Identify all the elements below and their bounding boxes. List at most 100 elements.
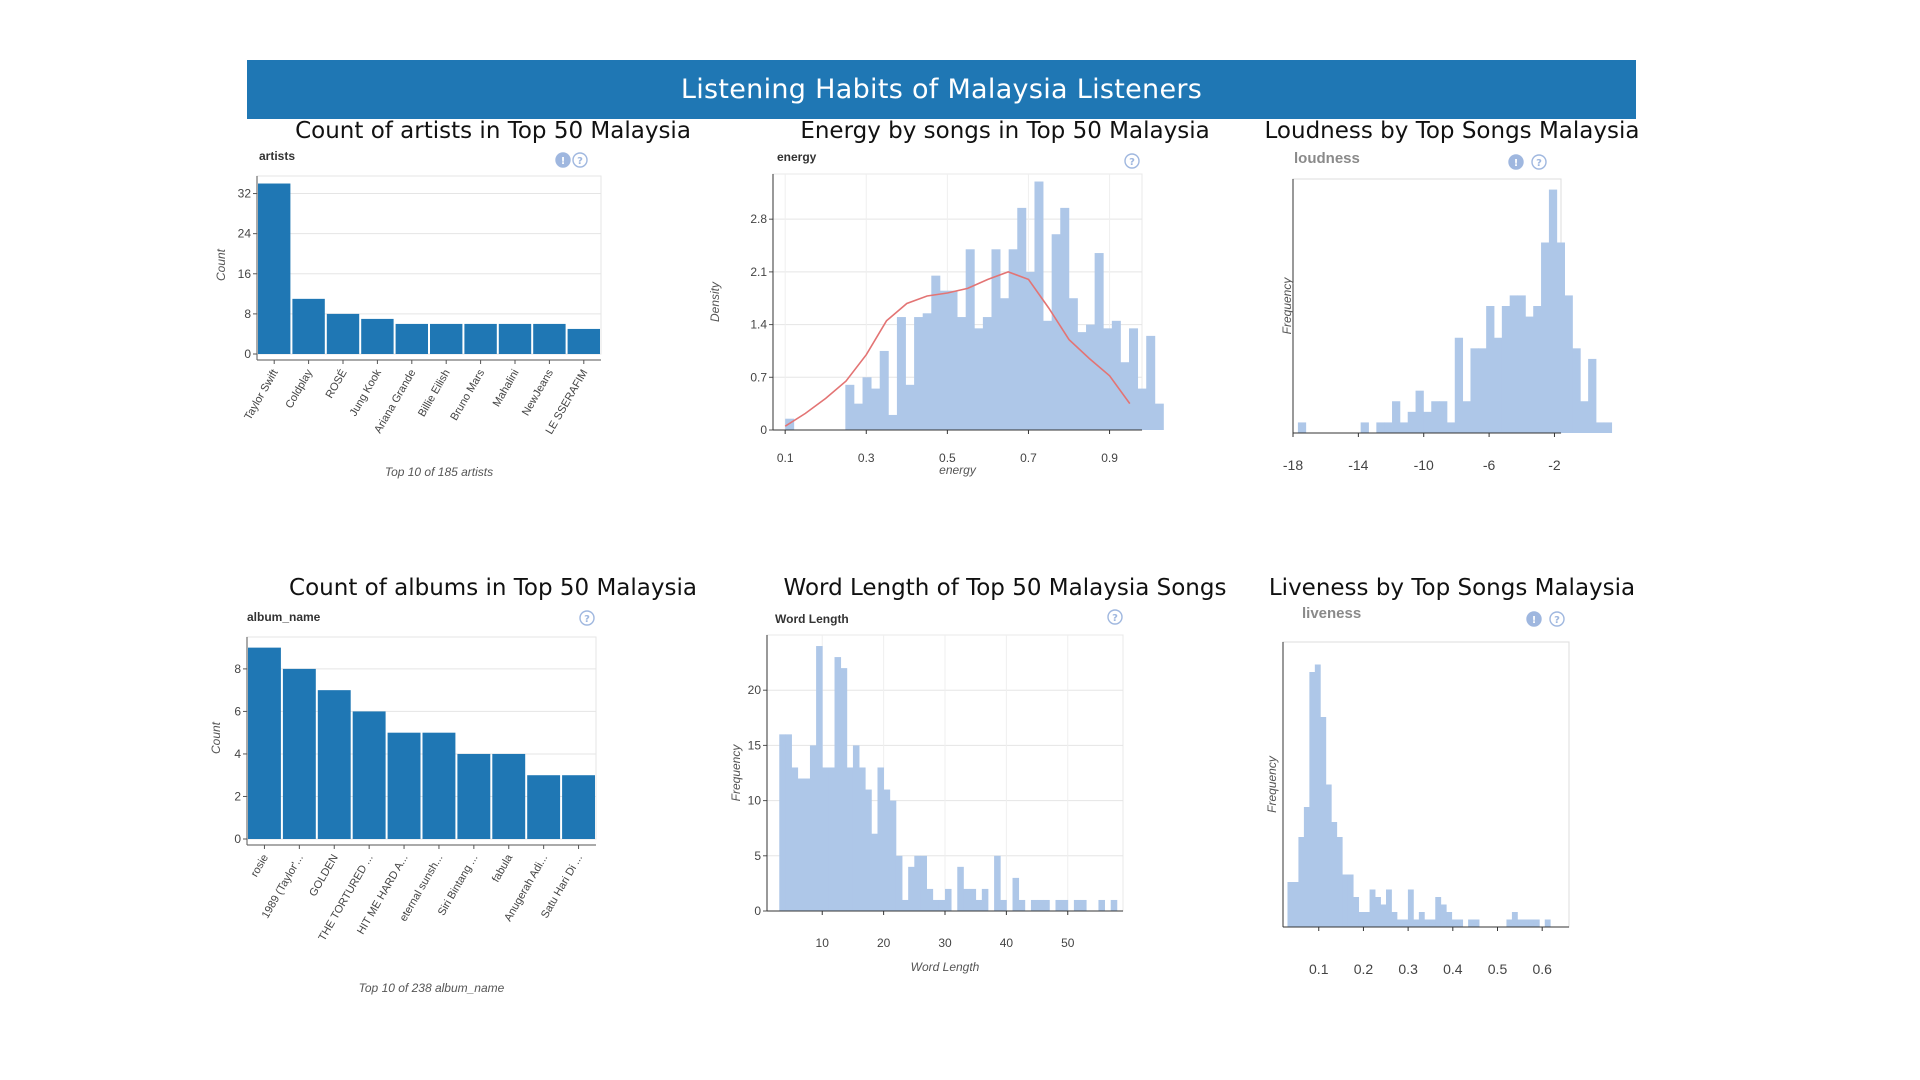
y-tick-label: 20 bbox=[748, 683, 762, 697]
x-tick-label: 0.6 bbox=[1532, 961, 1552, 977]
bar bbox=[326, 313, 360, 354]
histogram-bar bbox=[1309, 672, 1316, 927]
histogram-bar bbox=[1154, 403, 1164, 430]
liveness-histogram: liveness! ? 0.1 0.2 0.3 0.4 0.5 0.6 Frequency bbox=[1265, 605, 1570, 977]
bar bbox=[430, 323, 463, 354]
info-icon bbox=[1526, 611, 1542, 627]
bar bbox=[527, 775, 561, 839]
bar bbox=[248, 647, 281, 839]
histogram-bar bbox=[1342, 874, 1349, 927]
x-tick-label: Mahalini bbox=[491, 368, 522, 409]
info-icon bbox=[555, 152, 571, 168]
histogram-bar bbox=[957, 317, 967, 430]
histogram-bar bbox=[889, 800, 897, 911]
histogram-bar bbox=[938, 899, 946, 911]
histogram-bar bbox=[965, 249, 975, 430]
histogram-bar bbox=[828, 767, 835, 911]
histogram-bar bbox=[1086, 324, 1096, 430]
histogram-bar bbox=[1391, 912, 1398, 927]
histogram-bar bbox=[779, 734, 786, 911]
histogram-bar bbox=[939, 290, 949, 430]
histogram-bar bbox=[1314, 664, 1321, 927]
x-axis-label: energy bbox=[939, 463, 977, 477]
histogram-bar bbox=[1435, 897, 1442, 927]
help-icon bbox=[572, 152, 588, 168]
histogram-bar bbox=[1431, 401, 1440, 433]
x-tick-label: -10 bbox=[1414, 457, 1434, 473]
histogram-bar bbox=[922, 313, 932, 430]
histogram-bar bbox=[1336, 837, 1343, 927]
histogram-bar bbox=[895, 855, 903, 911]
bar bbox=[464, 323, 497, 354]
histogram-bar bbox=[1018, 899, 1026, 911]
help-icon-glyph: ? bbox=[1536, 158, 1542, 169]
artists-bar-chart: artists! ? 0 8 16 24 32 Taylor Swift Coldplay ROS… bbox=[214, 149, 602, 479]
histogram-bar bbox=[1012, 877, 1020, 911]
histogram-bar bbox=[1077, 332, 1087, 430]
help-icon bbox=[1124, 153, 1140, 169]
albums-count-panel: Count of albums in Top 50 Malaysia album… bbox=[209, 575, 739, 1035]
histogram-bar bbox=[1384, 422, 1393, 433]
histogram-bar bbox=[791, 767, 799, 911]
histogram-bar bbox=[862, 377, 872, 430]
histogram-bar bbox=[1360, 422, 1369, 433]
x-tick-label: rosie bbox=[249, 853, 271, 880]
histogram-bar bbox=[1544, 919, 1551, 927]
bar bbox=[317, 690, 351, 839]
histogram-bar bbox=[1468, 919, 1474, 927]
y-axis-label: Count bbox=[214, 248, 228, 281]
histogram-bar bbox=[1541, 242, 1550, 433]
histogram-bar bbox=[974, 328, 984, 430]
bar bbox=[361, 318, 394, 354]
histogram-bar bbox=[1462, 401, 1471, 433]
histogram-bar bbox=[914, 317, 924, 430]
x-tick-label: 0.5 bbox=[939, 451, 956, 465]
histogram-bar bbox=[982, 317, 992, 430]
histogram-bar bbox=[1364, 912, 1370, 927]
histogram-bar bbox=[1446, 422, 1456, 433]
bar bbox=[498, 323, 532, 354]
energy-panel: Energy by songs in Top 50 Malaysia energ… bbox=[708, 118, 1250, 563]
histogram-bar bbox=[1098, 899, 1105, 911]
chart-title: Count of albums in Top 50 Malaysia bbox=[289, 575, 697, 601]
histogram-bar bbox=[1528, 919, 1535, 927]
histogram-bar bbox=[1037, 899, 1044, 911]
x-tick-label: Coldplay bbox=[283, 367, 315, 411]
histogram-bar bbox=[931, 275, 941, 430]
histogram-bar bbox=[859, 767, 866, 911]
y-tick-label: 10 bbox=[748, 794, 762, 808]
y-tick-label: 0 bbox=[234, 832, 241, 846]
histogram-bar bbox=[1396, 919, 1403, 927]
x-tick-label: 30 bbox=[938, 936, 952, 950]
histogram-bar bbox=[1017, 207, 1027, 430]
histogram-bar bbox=[1454, 337, 1464, 433]
info-icon-glyph: ! bbox=[561, 156, 566, 167]
histogram-bar bbox=[888, 414, 898, 430]
x-tick-label: Bruno Mars bbox=[448, 367, 487, 423]
x-tick-label: 40 bbox=[1000, 936, 1014, 950]
histogram-bar bbox=[1353, 897, 1360, 927]
help-icon-glyph: ? bbox=[577, 156, 583, 167]
histogram-bar bbox=[1000, 298, 1010, 430]
x-tick-label: Billie Eilish bbox=[416, 368, 453, 420]
histogram-bar bbox=[1423, 411, 1432, 433]
dashboard-title: Listening Habits of Malaysia Listeners bbox=[680, 74, 1203, 105]
histogram-bar bbox=[1517, 919, 1524, 927]
histogram-bar bbox=[969, 888, 977, 911]
histogram-bar bbox=[1407, 411, 1416, 433]
histogram-bar bbox=[1478, 348, 1487, 433]
histogram-bar bbox=[1025, 271, 1035, 430]
x-tick-label: 0.2 bbox=[1354, 961, 1374, 977]
x-tick-label: Taylor Swift bbox=[242, 368, 281, 423]
x-tick-label: 0.3 bbox=[858, 451, 875, 465]
histogram-bar bbox=[1043, 320, 1053, 430]
chart-subtitle: liveness bbox=[1302, 605, 1361, 622]
chart-title: Word Length of Top 50 Malaysia Songs bbox=[783, 575, 1227, 601]
histogram-bar bbox=[1043, 899, 1050, 911]
chart-title: Energy by songs in Top 50 Malaysia bbox=[800, 118, 1210, 144]
histogram-bar bbox=[1347, 874, 1354, 927]
y-tick-label: 5 bbox=[754, 849, 761, 863]
bar bbox=[492, 753, 526, 839]
word-length-panel: Word Length of Top 50 Malaysia Songs Wor… bbox=[729, 575, 1250, 1035]
